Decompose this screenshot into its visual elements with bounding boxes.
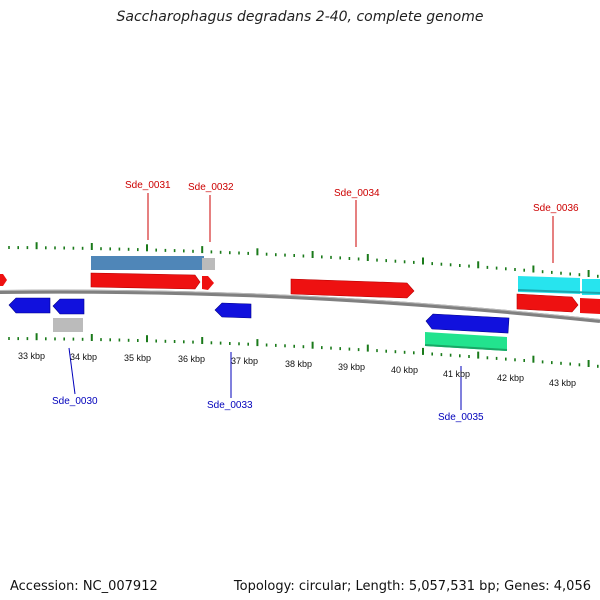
scale-label: 35 kbp — [124, 353, 151, 363]
scale-label: 42 kbp — [497, 373, 524, 383]
gene-sde-0036 — [516, 293, 579, 313]
scale-label: 41 kbp — [443, 369, 470, 379]
gene-partial-right — [580, 298, 600, 314]
cyan-feature — [517, 276, 600, 295]
label-sde-0033: Sde_0033 — [207, 400, 253, 411]
grey-feature-end — [202, 258, 215, 270]
gene-blue-left — [8, 297, 51, 314]
steelblue-feature — [91, 256, 204, 270]
accession-label: Accession: NC_007912 — [10, 579, 158, 594]
scale-label: 36 kbp — [178, 354, 205, 364]
gene-sde-0035 — [425, 313, 510, 334]
genome-summary: Topology: circular; Length: 5,057,531 bp… — [233, 579, 591, 594]
scale-label: 39 kbp — [338, 362, 365, 372]
gene-sde-0032 — [202, 276, 214, 290]
genome-title: Saccharophagus degradans 2-40, complete … — [116, 9, 484, 25]
scale-label: 34 kbp — [70, 352, 97, 362]
reverse-gene-labels: Sde_0030 Sde_0033 Sde_0035 — [52, 347, 484, 423]
label-sde-0035: Sde_0035 — [438, 412, 484, 423]
gene-sde-0034 — [290, 278, 415, 299]
scale-label: 40 kbp — [391, 365, 418, 375]
gene-partial-left — [0, 274, 7, 286]
forward-genes — [0, 272, 600, 314]
label-sde-0030: Sde_0030 — [52, 396, 98, 407]
genome-backbone — [0, 289, 600, 323]
reverse-genes — [8, 297, 510, 334]
tick-marks — [8, 242, 599, 368]
grey-feature-lower — [53, 318, 83, 332]
scale-labels: 33 kbp 34 kbp 35 kbp 36 kbp 37 kbp 38 kbp 39 k… — [18, 351, 576, 388]
scale-label: 43 kbp — [549, 378, 576, 388]
gene-sde-0031 — [90, 272, 201, 290]
label-sde-0031: Sde_0031 — [125, 180, 171, 191]
forward-gene-labels: Sde_0031 Sde_0032 Sde_0034 Sde_0036 — [125, 180, 579, 263]
scale-label: 37 kbp — [231, 356, 258, 366]
label-sde-0036: Sde_0036 — [533, 203, 579, 214]
gene-sde-0030 — [52, 298, 85, 315]
label-sde-0032: Sde_0032 — [188, 182, 234, 193]
gene-sde-0033 — [214, 302, 252, 319]
scale-label: 38 kbp — [285, 359, 312, 369]
green-feature — [424, 332, 508, 351]
label-sde-0034: Sde_0034 — [334, 188, 380, 199]
scale-label: 33 kbp — [18, 351, 45, 361]
